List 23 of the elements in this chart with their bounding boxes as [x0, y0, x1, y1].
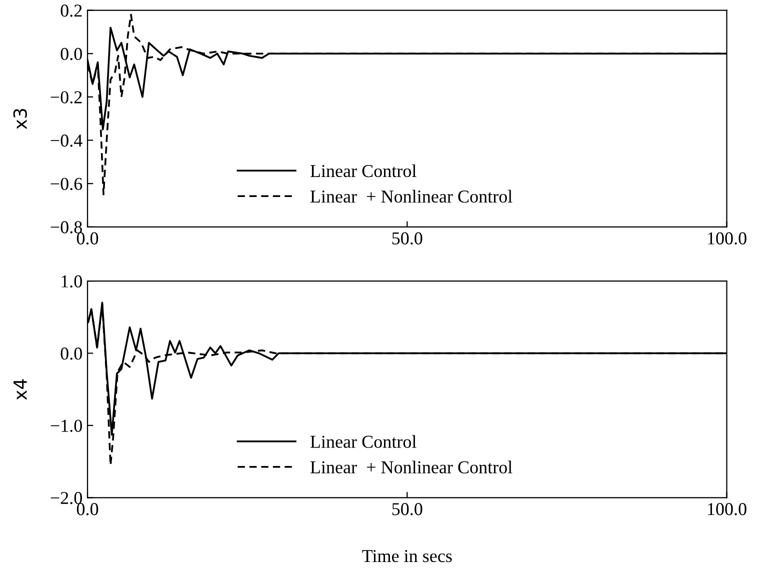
y-tick-label: 0.0 [60, 48, 82, 60]
legend-label: Linear + Nonlinear Control [310, 190, 512, 203]
legend-label: Linear Control [310, 435, 416, 448]
x-tick-label: 0.0 [76, 503, 98, 516]
x-tick-label: 50.0 [392, 503, 422, 516]
y-tick-label: −0.6 [50, 178, 82, 190]
x-tick-label: 100.0 [708, 232, 746, 245]
y-axis-title: x3 [13, 108, 27, 130]
y-tick-label: −0.8 [50, 221, 82, 234]
y-tick-label: 1.0 [62, 275, 82, 288]
y-tick-label: −0.4 [50, 134, 82, 147]
y-tick-label: −1.0 [50, 420, 82, 432]
legend-label: Linear Control [310, 164, 416, 178]
y-tick-label: −0.2 [50, 91, 82, 104]
x-tick-label: 100.0 [708, 503, 746, 516]
y-axis-title: x4 [14, 379, 27, 400]
x-tick-label: 0.0 [76, 232, 98, 245]
y-tick-label: −2.0 [50, 492, 82, 504]
x-axis-title: Time in secs [362, 550, 452, 562]
legend-label: Linear + Nonlinear Control [310, 460, 512, 474]
x-tick-label: 50.0 [392, 232, 422, 245]
y-tick-label: 0.2 [60, 4, 82, 17]
y-tick-label: 0.0 [60, 348, 82, 360]
